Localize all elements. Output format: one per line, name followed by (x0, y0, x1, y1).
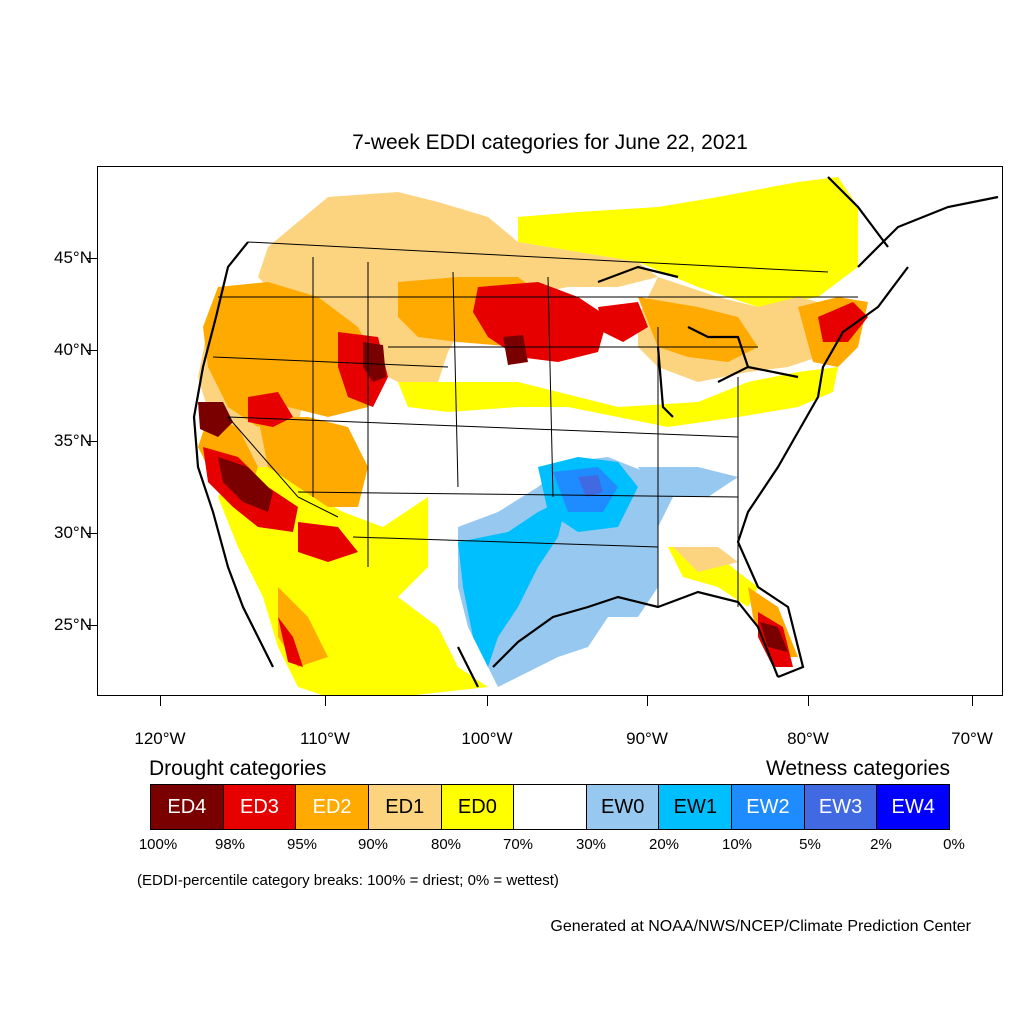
x-tick-label: 120°W (134, 729, 186, 748)
legend-box-ew4: EW4 (877, 785, 950, 829)
ew3-areas (578, 475, 603, 497)
percentile-label: 0% (943, 836, 965, 853)
ew3-arkansas (578, 475, 603, 497)
legend-label: EW0 (600, 795, 645, 818)
legend-label: ED1 (385, 795, 425, 818)
legend-box-ew3: EW3 (804, 785, 878, 829)
x-tick-mark (808, 696, 809, 706)
map-frame (97, 166, 1003, 696)
legend-label: ED0 (457, 795, 497, 818)
drought-heading: Drought categories (149, 757, 327, 780)
percentile-label: 10% (721, 836, 753, 853)
ed4-florida (760, 622, 788, 652)
x-tick-label: 110°W (300, 729, 350, 748)
map-title: 7-week EDDI categories for June 22, 2021 (352, 131, 748, 154)
ed3-michigan (598, 302, 648, 342)
percentile-label: 2% (870, 836, 892, 853)
legend-box-ed0: ED0 (441, 785, 515, 829)
ed4-dakota (503, 335, 528, 365)
y-tick-mark (87, 625, 97, 626)
legend-box-ed3: ED3 (223, 785, 297, 829)
atlantic-coast (736, 266, 909, 679)
legend-label: EW2 (746, 795, 790, 818)
legend-color-bar: ED4 ED3 ED2 ED1 ED0 EW0 EW1 EW2 EW3 EW4 (150, 784, 950, 830)
percentile-label: 5% (799, 836, 821, 853)
credit-line: Generated at NOAA/NWS/NCEP/Climate Predi… (550, 918, 971, 935)
x-tick-mark (647, 696, 648, 706)
percentile-label: 30% (575, 836, 607, 853)
gulf-coast (457, 590, 780, 688)
x-tick-label: 90°W (626, 729, 668, 748)
legend-box-ew2: EW2 (732, 785, 805, 829)
ed3-baja (278, 617, 303, 667)
y-tick-mark (87, 350, 97, 351)
ed4-areas (198, 335, 788, 652)
x-tick-label: 80°W (787, 729, 829, 748)
percentile-label: 70% (502, 836, 534, 853)
percentile-label: 100% (138, 836, 178, 853)
coastlines (192, 176, 999, 688)
category-break-note: (EDDI-percentile category breaks: 100% =… (137, 872, 559, 889)
y-tick-mark (87, 441, 97, 442)
state-borders (212, 241, 858, 607)
canada-coast (827, 176, 999, 268)
y-tick-label: 40°N (54, 340, 92, 359)
percentile-label: 20% (648, 836, 680, 853)
great-lakes (597, 265, 799, 418)
ed2-lakes (638, 297, 758, 362)
legend-box-ed2: ED2 (296, 785, 369, 829)
ed3-arizona (298, 522, 358, 562)
legend-label: EW3 (818, 795, 863, 818)
percentile-label: 98% (214, 836, 246, 853)
x-tick-label: 70°W (951, 729, 993, 748)
ed2-pacific-nw (203, 282, 378, 427)
legend-label: EW1 (673, 795, 717, 818)
ew0-ohio-valley (638, 467, 738, 497)
legend-box-ed1: ED1 (368, 785, 442, 829)
y-tick-label: 25°N (54, 615, 92, 634)
y-tick-mark (87, 533, 97, 534)
y-tick-label: 45°N (54, 248, 92, 267)
legend-label: EW4 (891, 795, 935, 818)
percentile-label: 90% (357, 836, 389, 853)
ed1-southeast (673, 547, 738, 572)
legend-box-neutral (514, 785, 587, 829)
eddi-map (192, 176, 999, 695)
percentile-label: 95% (286, 836, 318, 853)
x-tick-mark (487, 696, 488, 706)
x-tick-mark (972, 696, 973, 706)
legend-box-ed4: ED4 (151, 785, 224, 829)
legend-label: ED3 (240, 795, 279, 818)
ed4-wyoming (363, 342, 386, 382)
legend-label: ED4 (167, 795, 207, 818)
legend-box-ew1: EW1 (659, 785, 733, 829)
x-tick-label: 100°W (461, 729, 513, 748)
x-tick-mark (325, 696, 326, 706)
pacific-coast (192, 241, 274, 668)
ed4-norcal (198, 402, 233, 437)
y-tick-label: 30°N (54, 523, 92, 542)
x-tick-mark (160, 696, 161, 706)
legend-box-ew0: EW0 (586, 785, 660, 829)
percentile-label: 80% (430, 836, 462, 853)
y-tick-mark (87, 258, 97, 259)
ed0-north (518, 177, 858, 307)
ed0-midwest-band (398, 367, 838, 427)
y-tick-label: 35°N (54, 431, 92, 450)
ew1-texas (458, 497, 568, 667)
wetness-heading: Wetness categories (765, 757, 950, 780)
ed4-socal (218, 457, 273, 512)
ed3-ny (818, 302, 868, 342)
legend-label: ED2 (312, 795, 352, 818)
